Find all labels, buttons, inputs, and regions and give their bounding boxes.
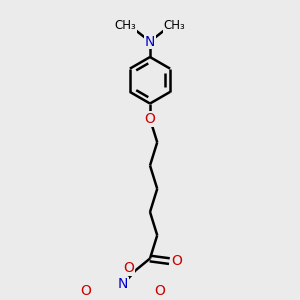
Text: O: O [123,261,134,275]
Text: N: N [145,34,155,49]
Text: CH₃: CH₃ [164,19,185,32]
Text: O: O [154,284,165,298]
Text: O: O [172,254,183,268]
Text: N: N [118,278,128,291]
Text: CH₃: CH₃ [115,19,136,32]
Text: O: O [145,112,155,126]
Text: O: O [81,284,92,298]
